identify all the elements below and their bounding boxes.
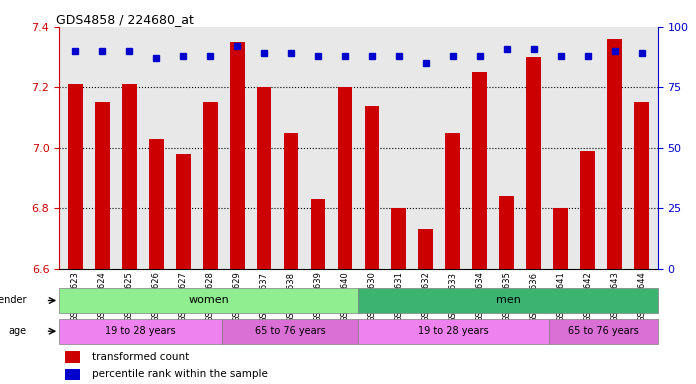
Bar xyxy=(634,103,649,269)
Bar xyxy=(257,87,271,269)
Text: 65 to 76 years: 65 to 76 years xyxy=(568,326,639,336)
Bar xyxy=(549,319,658,344)
Bar xyxy=(499,196,514,269)
Bar xyxy=(176,154,191,269)
Bar xyxy=(122,84,136,269)
Bar xyxy=(445,133,460,269)
Bar xyxy=(65,351,80,363)
Text: men: men xyxy=(496,295,521,306)
Bar xyxy=(59,288,358,313)
Bar xyxy=(65,369,80,380)
Bar xyxy=(391,208,406,269)
Text: transformed count: transformed count xyxy=(92,352,189,362)
Text: 65 to 76 years: 65 to 76 years xyxy=(255,326,326,336)
Text: GDS4858 / 224680_at: GDS4858 / 224680_at xyxy=(56,13,194,26)
Bar xyxy=(68,84,83,269)
Bar xyxy=(283,133,299,269)
Bar xyxy=(473,72,487,269)
Bar xyxy=(526,57,541,269)
Bar xyxy=(230,42,244,269)
Bar xyxy=(310,199,326,269)
Bar xyxy=(95,103,110,269)
Bar xyxy=(553,208,568,269)
Bar xyxy=(223,319,358,344)
Text: percentile rank within the sample: percentile rank within the sample xyxy=(92,369,268,379)
Bar xyxy=(149,139,164,269)
Bar xyxy=(358,288,658,313)
Bar xyxy=(338,87,352,269)
Bar xyxy=(59,319,223,344)
Text: 19 to 28 years: 19 to 28 years xyxy=(106,326,176,336)
Bar xyxy=(365,106,379,269)
Bar xyxy=(203,103,218,269)
Bar xyxy=(580,151,595,269)
Text: women: women xyxy=(189,295,229,306)
Bar xyxy=(418,230,433,269)
Text: age: age xyxy=(8,326,26,336)
Bar xyxy=(358,319,549,344)
Text: gender: gender xyxy=(0,295,26,306)
Bar xyxy=(607,39,622,269)
Text: 19 to 28 years: 19 to 28 years xyxy=(418,326,489,336)
